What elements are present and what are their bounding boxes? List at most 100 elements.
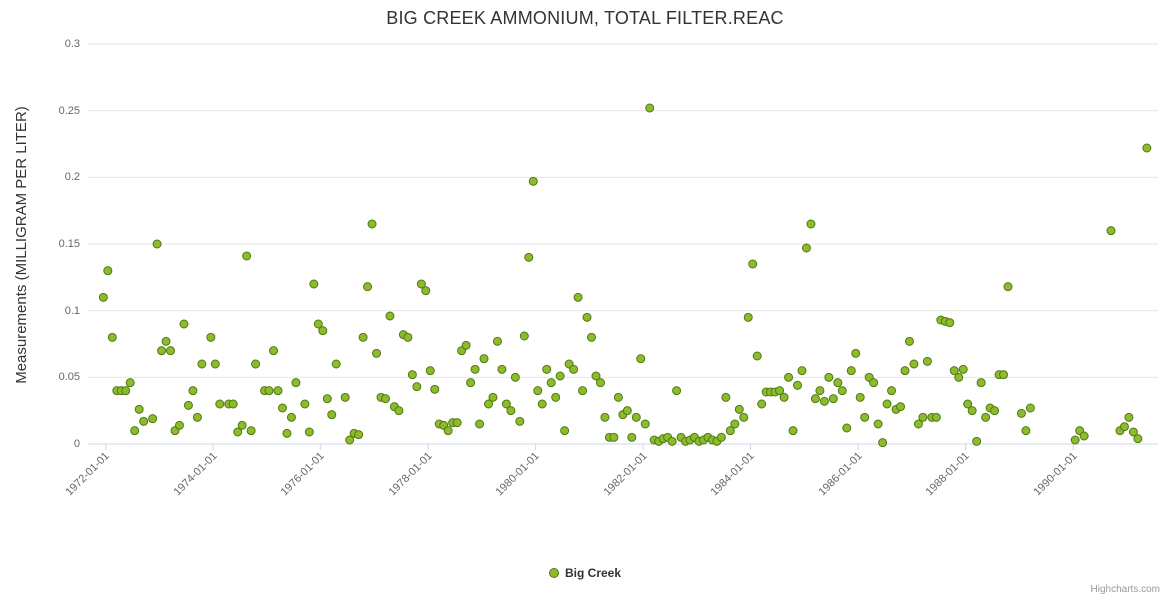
data-point[interactable]: [878, 438, 888, 448]
data-point[interactable]: [98, 292, 108, 302]
data-point[interactable]: [416, 279, 426, 289]
data-point[interactable]: [640, 419, 650, 429]
data-point[interactable]: [443, 426, 453, 436]
data-point[interactable]: [743, 312, 753, 322]
data-point[interactable]: [161, 336, 171, 346]
data-point[interactable]: [819, 396, 829, 406]
data-point[interactable]: [542, 364, 552, 374]
data-point[interactable]: [784, 372, 794, 382]
data-point[interactable]: [797, 366, 807, 376]
data-point[interactable]: [999, 370, 1009, 380]
data-point[interactable]: [828, 394, 838, 404]
data-point[interactable]: [972, 436, 982, 446]
data-point[interactable]: [237, 420, 247, 430]
data-point[interactable]: [1025, 403, 1035, 413]
data-point[interactable]: [313, 319, 323, 329]
data-point[interactable]: [1070, 435, 1080, 445]
data-point[interactable]: [1016, 408, 1026, 418]
data-point[interactable]: [833, 378, 843, 388]
data-point[interactable]: [613, 392, 623, 402]
data-point[interactable]: [233, 427, 243, 437]
data-point[interactable]: [949, 366, 959, 376]
data-point[interactable]: [331, 359, 341, 369]
data-point[interactable]: [506, 406, 516, 416]
data-point[interactable]: [837, 386, 847, 396]
data-point[interactable]: [206, 332, 216, 342]
data-point[interactable]: [461, 340, 471, 350]
data-point[interactable]: [645, 103, 655, 113]
data-point[interactable]: [345, 435, 355, 445]
data-point[interactable]: [318, 326, 328, 336]
data-point[interactable]: [631, 412, 641, 422]
data-point[interactable]: [1119, 422, 1129, 432]
data-point[interactable]: [873, 419, 883, 429]
data-point[interactable]: [380, 394, 390, 404]
data-point[interactable]: [855, 392, 865, 402]
data-point[interactable]: [519, 331, 529, 341]
data-point[interactable]: [636, 354, 646, 364]
data-point[interactable]: [403, 332, 413, 342]
data-point[interactable]: [430, 384, 440, 394]
data-point[interactable]: [1124, 412, 1134, 422]
data-point[interactable]: [963, 399, 973, 409]
data-point[interactable]: [667, 436, 677, 446]
data-point[interactable]: [954, 372, 964, 382]
data-point[interactable]: [788, 426, 798, 436]
data-point[interactable]: [130, 426, 140, 436]
data-point[interactable]: [273, 386, 283, 396]
data-point[interactable]: [183, 400, 193, 410]
data-point[interactable]: [958, 364, 968, 374]
data-point[interactable]: [1106, 226, 1116, 236]
data-point[interactable]: [851, 348, 861, 358]
data-point[interactable]: [492, 336, 502, 346]
data-point[interactable]: [578, 386, 588, 396]
data-point[interactable]: [815, 386, 825, 396]
data-point[interactable]: [192, 412, 202, 422]
data-point[interactable]: [842, 423, 852, 433]
data-point[interactable]: [806, 219, 816, 229]
data-point[interactable]: [210, 359, 220, 369]
data-point[interactable]: [990, 406, 1000, 416]
data-point[interactable]: [515, 416, 525, 426]
data-point[interactable]: [242, 251, 252, 261]
data-point[interactable]: [551, 392, 561, 402]
data-point[interactable]: [967, 406, 977, 416]
data-point[interactable]: [775, 386, 785, 396]
data-point[interactable]: [107, 332, 117, 342]
data-point[interactable]: [394, 406, 404, 416]
data-point[interactable]: [793, 380, 803, 390]
data-point[interactable]: [1003, 282, 1013, 292]
data-point[interactable]: [421, 286, 431, 296]
data-point[interactable]: [546, 378, 556, 388]
data-point[interactable]: [1142, 143, 1152, 153]
data-point[interactable]: [882, 399, 892, 409]
data-point[interactable]: [475, 419, 485, 429]
data-point[interactable]: [246, 426, 256, 436]
data-point[interactable]: [976, 378, 986, 388]
data-point[interactable]: [372, 348, 382, 358]
data-point[interactable]: [945, 318, 955, 328]
data-point[interactable]: [757, 399, 767, 409]
data-point[interactable]: [913, 419, 923, 429]
data-point[interactable]: [918, 412, 928, 422]
data-point[interactable]: [721, 392, 731, 402]
data-point[interactable]: [909, 359, 919, 369]
data-point[interactable]: [569, 364, 579, 374]
data-point[interactable]: [860, 412, 870, 422]
data-point[interactable]: [573, 292, 583, 302]
data-point[interactable]: [452, 418, 462, 428]
data-point[interactable]: [560, 426, 570, 436]
data-point[interactable]: [591, 371, 601, 381]
data-point[interactable]: [537, 399, 547, 409]
data-point[interactable]: [466, 378, 476, 388]
data-point[interactable]: [810, 394, 820, 404]
data-point[interactable]: [887, 386, 897, 396]
data-point[interactable]: [600, 412, 610, 422]
data-point[interactable]: [528, 176, 538, 186]
data-point[interactable]: [407, 370, 417, 380]
data-point[interactable]: [385, 311, 395, 321]
data-point[interactable]: [869, 378, 879, 388]
data-point[interactable]: [286, 412, 296, 422]
data-point[interactable]: [152, 239, 162, 249]
data-point[interactable]: [309, 279, 319, 289]
